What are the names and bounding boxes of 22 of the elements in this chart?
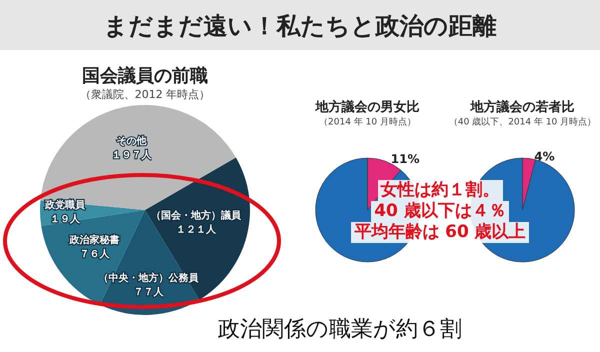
data-label: 4% [534,149,555,164]
text: 政治関係の職業が約６割 [217,316,463,344]
text: 女性は約１割。 [378,180,502,201]
data-label: ７７人 [134,286,165,298]
chart-subtitle: （40 歳以下、2014 年 10 月時点） [448,116,596,128]
text: 平均年齢は 60 歳以上 [351,222,529,243]
data-label: １２１人 [176,224,217,236]
slice-label: 政治家秘書 [68,234,120,246]
chart-title: 地方議会の若者比 [470,99,574,115]
slice-label: （中央・地方）公務員 [98,272,200,284]
data-label: ７６人 [79,248,110,260]
text: 40 歳以下は４％ [371,201,509,222]
chart-title: 国会議員の前職 [82,66,208,86]
data-label: １９７人 [112,148,153,161]
data-label: 11% [390,152,420,166]
text: まだまだ遠い！私たちと政治の距離 [102,11,498,42]
chart-title: 地方議会の男女比 [314,99,420,115]
chart-subtitle: （2014 年 10 月時点） [319,116,416,128]
data-label: １９人 [50,212,82,225]
slice-label: （国会・地方）議員 [150,210,242,222]
slice-label: その他 [116,134,148,147]
chart-subtitle: （衆議院、2012 年時点） [80,88,210,101]
